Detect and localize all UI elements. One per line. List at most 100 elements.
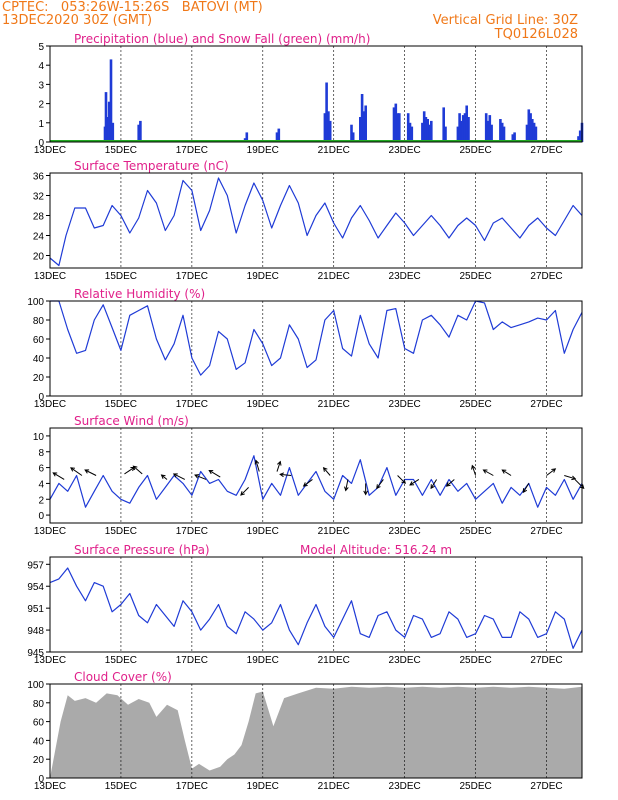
precip-bar [577, 136, 580, 142]
wind-arrow [161, 474, 168, 480]
precip-bar [359, 117, 362, 142]
precip-bar [109, 59, 113, 142]
precip-bar [392, 107, 396, 142]
precip-bar [511, 134, 515, 142]
x-tick-label: 23DEC [389, 271, 421, 282]
panel-3: 13DEC 15DEC 17DEC 19DEC 21DEC 23DEC 25DEC 27DEC… [33, 414, 585, 537]
x-tick-label: 13DEC [34, 526, 66, 537]
precip-bar [500, 122, 504, 142]
panel-title: Surface Temperature (nC) [74, 159, 229, 173]
precip-bar [104, 92, 108, 142]
wind-arrow [124, 466, 135, 475]
precip-bar [362, 111, 366, 142]
x-tick-label: 17DEC [176, 781, 208, 792]
y-tick-label: 948 [27, 626, 44, 637]
precip-bar [424, 117, 428, 142]
wind-arrow [70, 467, 83, 476]
y-tick-label: 80 [33, 316, 45, 327]
precip-bar [350, 124, 353, 142]
x-tick-label: 21DEC [318, 271, 350, 282]
wind-arrow-head [501, 469, 507, 474]
x-tick-label: 23DEC [389, 145, 421, 156]
panel-5: 13DEC 15DEC 17DEC 19DEC 21DEC 23DEC 25DEC 27DEC… [27, 670, 583, 792]
precip-bar [139, 120, 142, 142]
x-tick-label: 21DEC [318, 655, 350, 666]
x-tick-label: 23DEC [389, 399, 421, 410]
x-tick-label: 15DEC [105, 526, 137, 537]
x-tick-label: 13DEC [34, 271, 66, 282]
x-tick-label: 27DEC [530, 399, 562, 410]
panel-1: 13DEC 15DEC 17DEC 19DEC 21DEC 23DEC 25DEC 27DEC… [33, 159, 583, 282]
panel-title: Precipitation (blue) and Snow Fall (gree… [74, 32, 370, 46]
x-tick-label: 17DEC [176, 271, 208, 282]
wind-arrow [133, 465, 143, 475]
wind-arrow-head [254, 459, 260, 465]
precip-bar [111, 122, 115, 142]
model-code: TQ0126L028 [494, 27, 578, 42]
y-tick-label: 951 [27, 604, 44, 615]
wind-arrow-head [376, 484, 381, 490]
y-tick-label: 60 [33, 335, 45, 346]
panel-frame [49, 556, 583, 653]
wind-arrow [376, 479, 384, 489]
x-tick-label: 23DEC [389, 655, 421, 666]
x-tick-label: 15DEC [105, 145, 137, 156]
wind-arrow-head [208, 469, 214, 475]
precip-bar [398, 113, 401, 142]
precip-bar [532, 122, 536, 142]
y-tick-label: 0 [38, 511, 44, 522]
x-tick-label: 27DEC [530, 526, 562, 537]
x-tick-label: 17DEC [176, 526, 208, 537]
precip-bar [327, 111, 330, 142]
precip-bar [463, 113, 467, 142]
wind-arrow [446, 479, 455, 487]
precip-bar [328, 120, 332, 142]
x-tick-label: 13DEC [34, 399, 66, 410]
x-tick-label: 15DEC [105, 399, 137, 410]
precip-bar [456, 126, 460, 142]
y-tick-label: 40 [33, 354, 45, 365]
x-tick-label: 17DEC [176, 655, 208, 666]
cloud-cover-area [50, 686, 582, 778]
x-tick-label: 13DEC [34, 145, 66, 156]
wind-arrow-head [445, 482, 451, 487]
panel-frame [49, 45, 583, 143]
wind-arrow-head [52, 472, 58, 477]
precip-bar [406, 113, 410, 142]
precip-bar [486, 120, 490, 142]
wind-arrow-head [160, 474, 166, 479]
wind-arrow-head [240, 491, 245, 496]
y-tick-label: 40 [33, 736, 45, 747]
y-tick-label: 5 [38, 42, 44, 53]
precip-bar [442, 107, 445, 142]
wind-arrow [502, 469, 512, 476]
precip-bar [502, 126, 506, 142]
precip-bar [484, 113, 488, 142]
wind-arrow-head [430, 484, 435, 490]
wind-arrow [276, 461, 281, 472]
panel-frame [49, 427, 583, 524]
wind-arrow-head [579, 484, 585, 489]
y-tick-label: 0 [38, 138, 44, 149]
x-tick-label: 15DEC [105, 781, 137, 792]
wind-arrow-head [551, 468, 557, 473]
wind-arrow-head [571, 475, 577, 481]
y-tick-label: 6 [38, 464, 44, 475]
x-tick-label: 23DEC [389, 526, 421, 537]
precip-bar [461, 115, 465, 142]
y-tick-label: 20 [33, 373, 45, 384]
wind-arrow [173, 473, 185, 480]
wind-arrow-head [302, 482, 308, 487]
precip-bar [394, 103, 398, 142]
x-tick-label: 25DEC [459, 526, 491, 537]
x-tick-label: 27DEC [530, 271, 562, 282]
wind-arrow-head [401, 479, 407, 484]
wind-arrow-head [344, 486, 349, 492]
y-tick-label: 0 [38, 392, 44, 403]
x-tick-label: 21DEC [318, 399, 350, 410]
precip-bar [465, 105, 468, 142]
wind-arrow-head [522, 488, 528, 494]
y-tick-label: 36 [33, 172, 45, 183]
precip-bar [422, 111, 426, 142]
wind-arrow-head [172, 473, 178, 478]
